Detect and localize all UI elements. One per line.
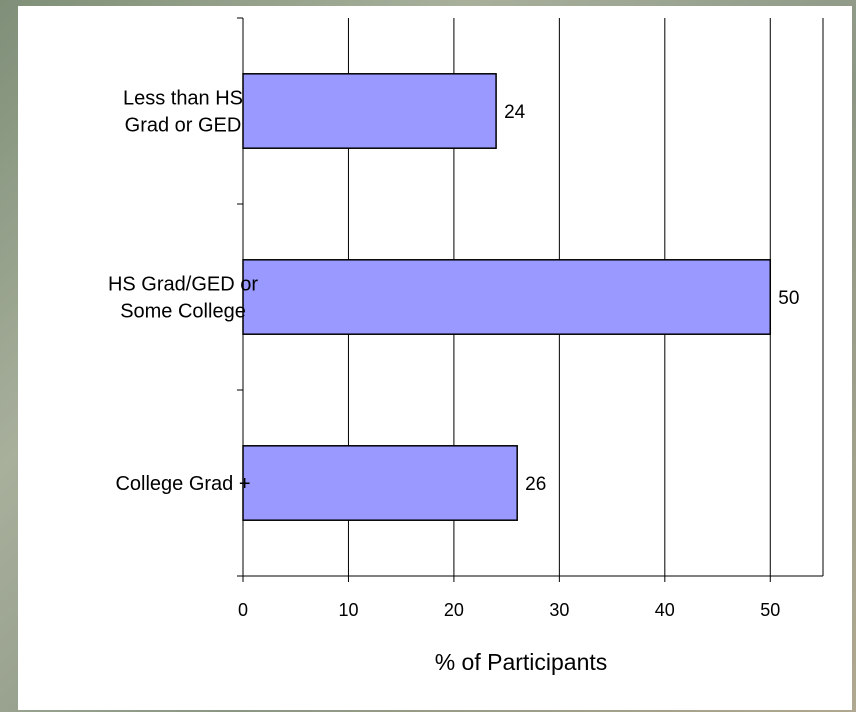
data-label: 26 — [525, 474, 546, 495]
bar — [242, 445, 518, 521]
x-axis-title: % of Participants — [435, 649, 608, 675]
axes — [237, 17, 823, 582]
bar — [242, 73, 497, 149]
labels: 0 10 20 30 40 50 24 Less than HS Grad or GED 50 HS… — [108, 88, 799, 621]
x-tick-label: 40 — [655, 600, 675, 620]
data-label: 50 — [778, 288, 799, 309]
x-tick-label: 0 — [238, 600, 248, 620]
chart-panel: 0 10 20 30 40 50 24 Less than HS Grad or GED 50 HS… — [18, 6, 852, 710]
category-label: HS Grad/GED or Some College — [108, 274, 258, 323]
x-tick-label: 30 — [549, 600, 569, 620]
bars — [242, 73, 772, 521]
category-label: Less than HS Grad or GED — [123, 88, 243, 137]
bar-chart: 0 10 20 30 40 50 24 Less than HS Grad or GED 50 HS… — [108, 17, 824, 675]
bar — [242, 259, 772, 335]
x-tick-label: 20 — [444, 600, 464, 620]
x-tick-label: 50 — [760, 600, 780, 620]
category-label: College Grad + — [115, 473, 250, 495]
x-tick-label: 10 — [338, 600, 358, 620]
data-label: 24 — [504, 102, 526, 123]
